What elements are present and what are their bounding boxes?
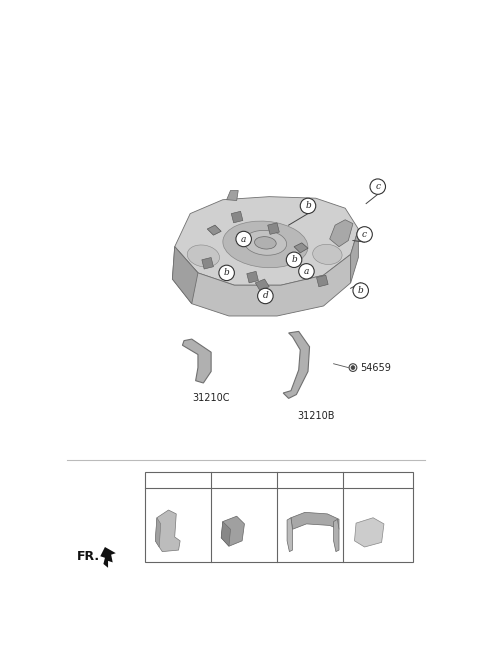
Text: FR.: FR. [77, 550, 100, 563]
Polygon shape [172, 246, 198, 304]
Ellipse shape [223, 221, 308, 267]
Text: 54659: 54659 [360, 363, 391, 373]
Polygon shape [175, 196, 359, 285]
Text: 31101G: 31101G [166, 476, 201, 484]
Polygon shape [202, 258, 214, 269]
Ellipse shape [254, 237, 276, 249]
Polygon shape [221, 516, 244, 546]
Polygon shape [156, 518, 161, 547]
Text: b: b [219, 476, 225, 484]
Polygon shape [287, 518, 292, 552]
Text: b: b [291, 256, 297, 264]
Circle shape [150, 474, 162, 486]
Polygon shape [247, 271, 258, 283]
Text: 31210B: 31210B [297, 411, 335, 422]
Text: a: a [241, 235, 246, 244]
Text: d: d [263, 292, 268, 300]
Circle shape [258, 288, 273, 304]
Polygon shape [330, 219, 353, 246]
Polygon shape [221, 522, 230, 546]
Polygon shape [291, 512, 339, 530]
Polygon shape [172, 246, 350, 316]
Circle shape [353, 283, 369, 298]
Text: 31210C: 31210C [192, 393, 230, 403]
Polygon shape [268, 223, 279, 235]
Polygon shape [227, 191, 238, 200]
Text: b: b [224, 268, 229, 277]
Polygon shape [316, 275, 328, 286]
Polygon shape [100, 547, 116, 568]
Polygon shape [255, 279, 269, 290]
Text: b: b [358, 286, 363, 295]
Circle shape [216, 474, 228, 486]
Polygon shape [283, 331, 310, 398]
Ellipse shape [244, 231, 287, 256]
Text: c: c [286, 476, 290, 484]
Circle shape [286, 252, 302, 267]
Text: b: b [305, 202, 311, 210]
Ellipse shape [187, 245, 219, 267]
Polygon shape [182, 339, 211, 383]
Circle shape [357, 227, 372, 242]
Circle shape [370, 179, 385, 194]
Circle shape [282, 474, 294, 486]
Text: 31101F: 31101F [363, 476, 397, 484]
Text: d: d [351, 476, 357, 484]
Polygon shape [350, 229, 359, 283]
Bar [145, 472, 413, 562]
Circle shape [236, 231, 252, 246]
Circle shape [300, 198, 316, 214]
Polygon shape [355, 518, 384, 547]
Text: 31101B: 31101B [231, 476, 266, 484]
Text: 31103P: 31103P [297, 476, 331, 484]
Circle shape [351, 366, 355, 369]
Polygon shape [334, 519, 339, 552]
Text: a: a [304, 267, 309, 276]
Text: c: c [375, 182, 380, 191]
Circle shape [219, 265, 234, 281]
Polygon shape [156, 510, 180, 552]
Polygon shape [294, 243, 308, 253]
Polygon shape [207, 225, 221, 235]
Circle shape [299, 263, 314, 279]
Text: a: a [154, 476, 158, 484]
Circle shape [348, 474, 360, 486]
Polygon shape [231, 212, 243, 223]
Ellipse shape [312, 244, 342, 265]
Text: c: c [362, 230, 367, 239]
